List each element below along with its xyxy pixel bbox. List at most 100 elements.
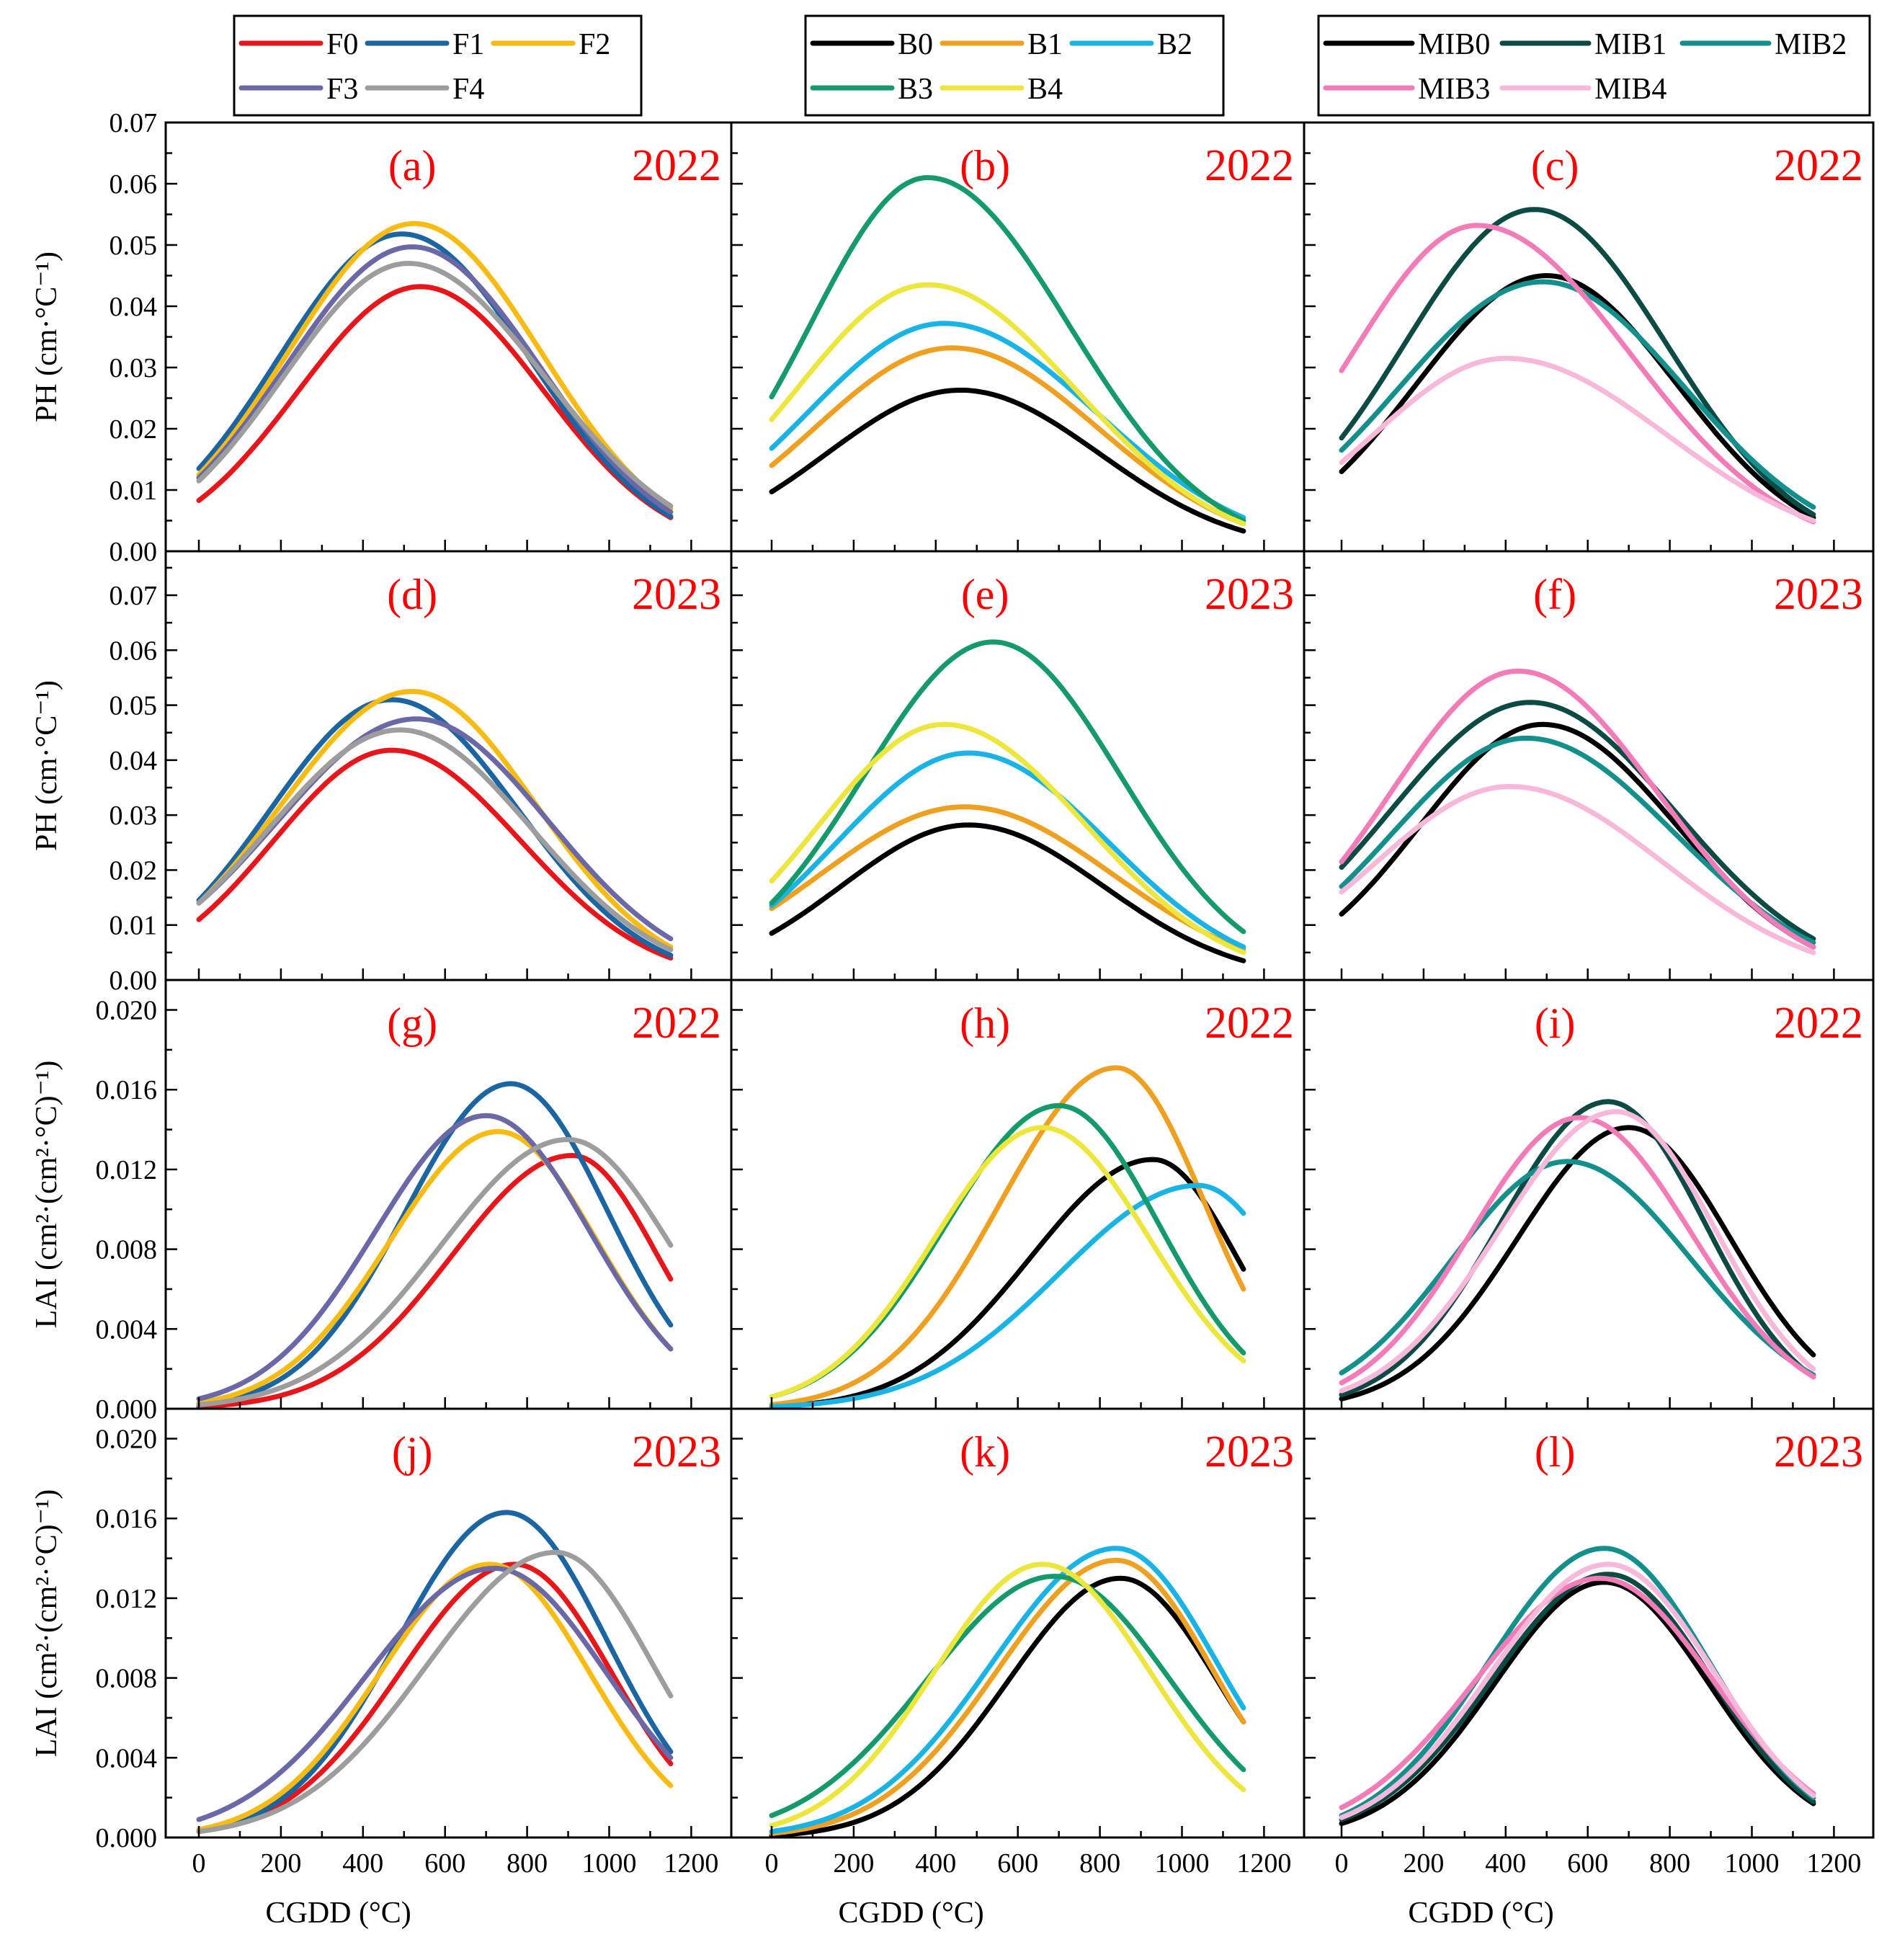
- legend-label-f0: F0: [326, 28, 358, 61]
- panel-label-k: (k): [960, 1428, 1010, 1476]
- panel-label-i: (i): [1535, 999, 1576, 1047]
- y-tick-label: 0.03: [110, 353, 158, 383]
- panel-l: (l) 2023: [1339, 1427, 1863, 1827]
- x-tick-label: 400: [915, 1848, 956, 1879]
- y-axis-label: LAI (cm²·(cm²·°C)⁻¹): [30, 1061, 63, 1329]
- panel-c: (c) 2022: [1339, 141, 1863, 525]
- series-line-a-f0: [196, 284, 674, 520]
- year-label-h: 2022: [1205, 999, 1294, 1048]
- panel-i: (i) 2022: [1339, 999, 1863, 1402]
- legend-label-mib4: MIB4: [1594, 73, 1666, 106]
- panel-label-c: (c): [1531, 142, 1579, 190]
- series-line-c-mib1: [1339, 207, 1816, 517]
- series-line-e-b2: [769, 750, 1246, 950]
- series-line-f-mib2: [1339, 735, 1816, 945]
- x-tick-label: 400: [342, 1848, 383, 1879]
- legend-3: MIB0 MIB1 MIB2 MIB3 MIB4: [1317, 14, 1871, 117]
- y-tick-label: 0.05: [110, 691, 158, 721]
- y-tick-label: 0.06: [110, 169, 158, 200]
- x-tick-label: 800: [1079, 1848, 1120, 1879]
- frame: 0.00 0.01 0.02 0.03 0.04 0.05 0.06 0.07 PH (cm·°…: [30, 108, 1875, 1930]
- y-tick-label: 0.008: [96, 1235, 158, 1265]
- year-label-f: 2023: [1774, 570, 1863, 619]
- series-line-c-mib2: [1339, 279, 1816, 510]
- series-line-h-b0: [769, 1157, 1246, 1409]
- series-line-f-mib3: [1339, 668, 1816, 950]
- y-axis-label: PH (cm·°C⁻¹): [30, 251, 63, 422]
- series-line-d-f0: [196, 747, 674, 961]
- x-tick-label: 0: [192, 1848, 206, 1879]
- series-line-b-b3: [769, 175, 1246, 523]
- panel-label-a: (a): [388, 142, 437, 190]
- x-tick-label: 800: [507, 1848, 548, 1879]
- panel-h: (h) 2022: [769, 999, 1294, 1409]
- panel-label-e: (e): [961, 571, 1009, 618]
- panel-a: (a) 2022: [196, 141, 721, 520]
- y-tick-label: 0.02: [110, 855, 158, 886]
- series-line-h-b3: [769, 1102, 1246, 1399]
- y-tick-label: 0.04: [110, 746, 158, 776]
- series-line-b-b0: [769, 388, 1246, 534]
- series-line-a-f4: [196, 261, 674, 509]
- y-tick-label: 0.05: [110, 231, 158, 261]
- y-tick-label: 0.000: [96, 1394, 158, 1425]
- series-line-k-b3: [769, 1574, 1246, 1819]
- x-tick-label: 600: [424, 1848, 465, 1879]
- panel-label-b: (b): [960, 142, 1010, 190]
- series-line-h-b2: [769, 1182, 1246, 1409]
- x-tick-label: 1000: [1725, 1848, 1780, 1879]
- year-label-a: 2022: [632, 141, 721, 190]
- y-tick-label: 0.004: [96, 1743, 158, 1773]
- y-tick-label: 0.008: [96, 1664, 158, 1694]
- series-line-b-b1: [769, 345, 1246, 527]
- panel-label-l: (l): [1535, 1428, 1576, 1476]
- y-tick-label: 0.01: [110, 476, 158, 506]
- x-tick-label: 1200: [664, 1848, 718, 1879]
- series-line-f-mib1: [1339, 700, 1816, 942]
- series-line-c-mib3: [1339, 223, 1816, 525]
- x-tick-label: 1000: [582, 1848, 637, 1879]
- series-line-e-b4: [769, 721, 1246, 956]
- legend-label-mib2: MIB2: [1775, 28, 1847, 61]
- legend-label-mib3: MIB3: [1418, 73, 1490, 106]
- panel-f: (f) 2023: [1339, 570, 1863, 956]
- x-tick-label: 1000: [1155, 1848, 1210, 1879]
- series-line-d-f2: [196, 689, 674, 950]
- series-line-h-b4: [769, 1125, 1246, 1399]
- y-tick-label: 0.012: [96, 1155, 158, 1185]
- year-label-e: 2023: [1205, 570, 1294, 619]
- panel-label-j: (j): [392, 1428, 433, 1476]
- panel-e: (e) 2023: [769, 570, 1294, 963]
- series-line-b-b2: [769, 321, 1246, 520]
- legends: F0 F1 F2 F3 F4 B0 B1 B2 B3 B4 MIB0 MIB1 MIB2 MIB3 MIB4: [233, 14, 1871, 117]
- panel-b: (b) 2022: [769, 141, 1294, 534]
- y-tick-label: 0.012: [96, 1584, 158, 1614]
- y-tick-label: 0.00: [110, 537, 158, 567]
- series-line-j-f2: [196, 1562, 674, 1832]
- series-line-a-f2: [196, 220, 674, 511]
- y-tick-label: 0.07: [110, 581, 158, 611]
- panels: (a) 2022 (b) 2022 (c) 2022 (d) 2023 (e) 2023 (f) 20…: [196, 141, 1863, 1838]
- y-tick-label: 0.00: [110, 966, 158, 996]
- y-axis-label: LAI (cm²·(cm²·°C)⁻¹): [30, 1489, 63, 1758]
- series-line-l-mib4: [1339, 1562, 1816, 1820]
- y-tick-label: 0.06: [110, 636, 158, 666]
- series-line-i-mib4: [1339, 1109, 1816, 1394]
- legend-label-b3: B3: [898, 73, 933, 106]
- series-line-g-f3: [196, 1113, 674, 1402]
- x-axis-label: CGDD (°C): [1408, 1897, 1553, 1930]
- legend-label-b0: B0: [898, 28, 933, 61]
- series-line-k-b1: [769, 1557, 1246, 1836]
- series-line-k-b2: [769, 1546, 1246, 1835]
- series-line-e-b3: [769, 639, 1246, 935]
- panel-j: (j) 2023: [196, 1427, 721, 1835]
- y-tick-label: 0.01: [110, 911, 158, 941]
- series-line-l-mib0: [1339, 1580, 1816, 1827]
- panel-label-d: (d): [387, 571, 437, 618]
- legend-box: [804, 14, 1225, 117]
- series-line-f-mib4: [1339, 784, 1816, 956]
- x-tick-label: 200: [260, 1848, 301, 1879]
- panel-label-h: (h): [960, 999, 1010, 1047]
- x-tick-label: 400: [1485, 1848, 1526, 1879]
- year-label-l: 2023: [1774, 1427, 1863, 1476]
